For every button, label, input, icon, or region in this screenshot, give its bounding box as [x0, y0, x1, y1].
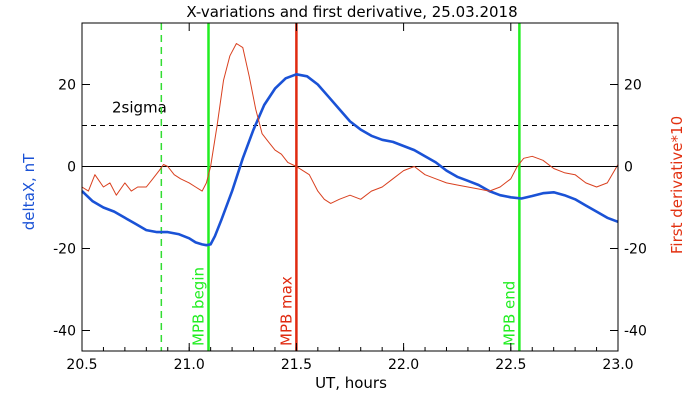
axis-ticks: 20.5 21.0 21.5 22.0 22.5 23.0 20 20 0 0 -20 -20 -40 -… — [53, 23, 647, 373]
y-tick-label-right: -20 — [624, 242, 647, 258]
series-line-0 — [81, 73, 619, 247]
marker-label-2: MPB max — [277, 276, 295, 346]
chart-title: X-variations and first derivative, 25.03… — [186, 3, 517, 21]
y-tick-label-left: 0 — [67, 160, 76, 176]
y-tick-label-left: 20 — [58, 78, 76, 94]
zero-and-sigma-lines: 2sigma — [82, 99, 618, 167]
y-tick-label-right: 20 — [624, 78, 642, 94]
x-tick-label: 20.5 — [66, 357, 97, 373]
vertical-markers: MPB begin MPB max MPB end — [160, 23, 521, 351]
marker-label-3: MPB end — [500, 281, 518, 346]
plot-frame — [81, 22, 619, 352]
y-tick-label-right: 0 — [624, 160, 633, 176]
plot-border — [81, 22, 619, 352]
y-tick-label-right: -40 — [624, 324, 647, 340]
sigma-label: 2sigma — [112, 99, 167, 117]
y-axis-label-left: deltaX, nT — [20, 153, 38, 230]
series-layer — [81, 43, 619, 247]
x-tick-label: 21.5 — [281, 357, 312, 373]
y-tick-label-left: -20 — [53, 242, 76, 258]
x-tick-label: 21.0 — [174, 357, 205, 373]
y-tick-label-left: -40 — [53, 324, 76, 340]
x-tick-label: 22.5 — [495, 357, 526, 373]
x-tick-label: 22.0 — [388, 357, 419, 373]
x-tick-label: 23.0 — [602, 357, 633, 373]
series-line-1 — [81, 43, 619, 204]
x-axis-label: UT, hours — [315, 374, 387, 392]
y-axis-label-right: First derivative*10 — [668, 116, 686, 254]
marker-label-1: MPB begin — [189, 267, 207, 346]
